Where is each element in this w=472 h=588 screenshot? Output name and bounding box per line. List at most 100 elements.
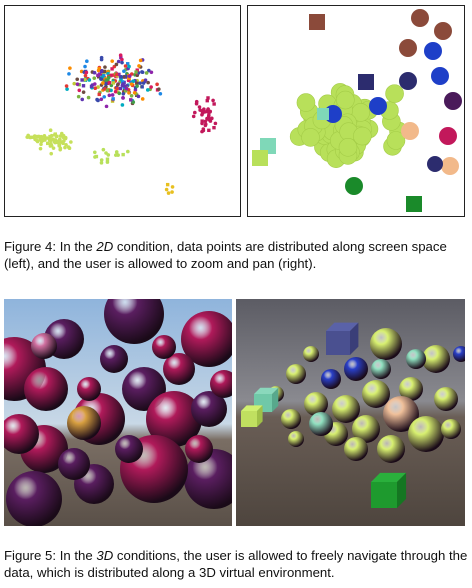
scatter-point [200,121,204,126]
3d-spheres-view [4,299,232,526]
data-sphere [371,359,391,379]
scatter-point [213,121,218,126]
scatter-point [99,158,104,162]
scatter-point [42,134,47,138]
data-point [434,22,452,40]
scatter-point [93,86,98,91]
scatter-point [39,142,43,147]
scatter-point [26,133,30,138]
data-point [296,93,316,112]
scatter-point [212,125,216,130]
data-sphere [184,449,232,509]
scatter-point [67,72,71,76]
data-cube-top [241,405,263,411]
scatter-point [99,161,104,165]
figure5-right-3d [236,299,465,526]
scatter-point [120,60,124,65]
scatter-point [127,91,131,95]
scatter-point [66,145,71,149]
data-point [431,67,449,85]
scatter-point [211,98,215,103]
scatter-point [124,86,129,91]
data-point [369,97,387,115]
scatter-point [127,64,131,69]
scatter-point [94,154,99,159]
scatter-point [202,110,207,114]
data-point [353,126,372,146]
scatter-point [83,73,88,78]
scatter-point [205,98,209,103]
scatter-point [97,92,101,97]
data-sphere [181,311,232,367]
data-cube [241,411,257,427]
data-sphere [24,367,68,411]
scatter-point [137,64,141,68]
scatter-point [140,97,145,101]
scatter-point [118,53,123,58]
scatter-point [127,74,132,79]
data-sphere [344,437,368,461]
scatter-point [105,160,110,164]
scatter-point [49,138,53,142]
scatter-point [200,112,204,117]
scatter-point [123,64,128,68]
figure4-left-scatter [4,5,241,217]
scatter-point [55,140,59,145]
scatter-point [143,78,148,82]
scatter-point [51,137,55,141]
data-point [439,127,457,145]
scatter-point [194,101,199,106]
scatter-point [197,105,202,109]
scatter-point [120,80,125,84]
scatter-point [103,65,107,69]
data-cube [326,331,350,355]
scatter-point [83,64,87,69]
scatter-point [170,185,175,189]
data-sphere [377,435,405,463]
scatter-point [40,138,45,143]
scatter-point [135,84,139,88]
data-sphere [163,353,195,385]
scatter-2d-zoomed [252,9,462,212]
scatter-point [149,85,153,89]
scatter-point [109,88,113,93]
figure5-caption: Figure 5: In the 3D conditions, the user… [4,548,468,580]
scatter-point [146,80,150,85]
scatter-point [35,134,39,139]
data-point [345,177,363,195]
scatter-point [96,73,100,77]
data-sphere [146,391,202,447]
scatter-point [86,95,91,100]
scatter-point [80,97,85,102]
scatter-point [93,150,97,155]
data-sphere [210,370,232,398]
scatter-point [111,81,116,85]
data-cube-side [397,472,407,508]
scatter-point [53,139,57,144]
data-point [401,122,419,140]
scatter-2d-overview [25,53,218,195]
scatter-point [147,68,151,73]
data-sphere [441,419,461,439]
data-point [336,90,355,110]
scatter-point [212,102,216,106]
scatter-point [89,84,94,89]
scatter-point [84,70,89,75]
data-cube [371,482,397,508]
data-sphere [67,406,101,440]
scatter-point [116,59,121,64]
scatter-point [106,78,110,82]
scatter-point [64,84,69,88]
data-point [309,14,325,30]
scatter-point [85,59,89,64]
figure5-left-3d [4,299,232,526]
scatter-point [119,75,124,79]
data-cube-side [257,405,263,427]
data-sphere [115,435,143,463]
scatter-point [105,157,110,161]
data-sphere [152,335,176,359]
figure4-right-zoomed [247,5,465,217]
scatter-point [101,81,105,85]
scatter-point [207,128,211,133]
scatter-point [102,69,107,74]
